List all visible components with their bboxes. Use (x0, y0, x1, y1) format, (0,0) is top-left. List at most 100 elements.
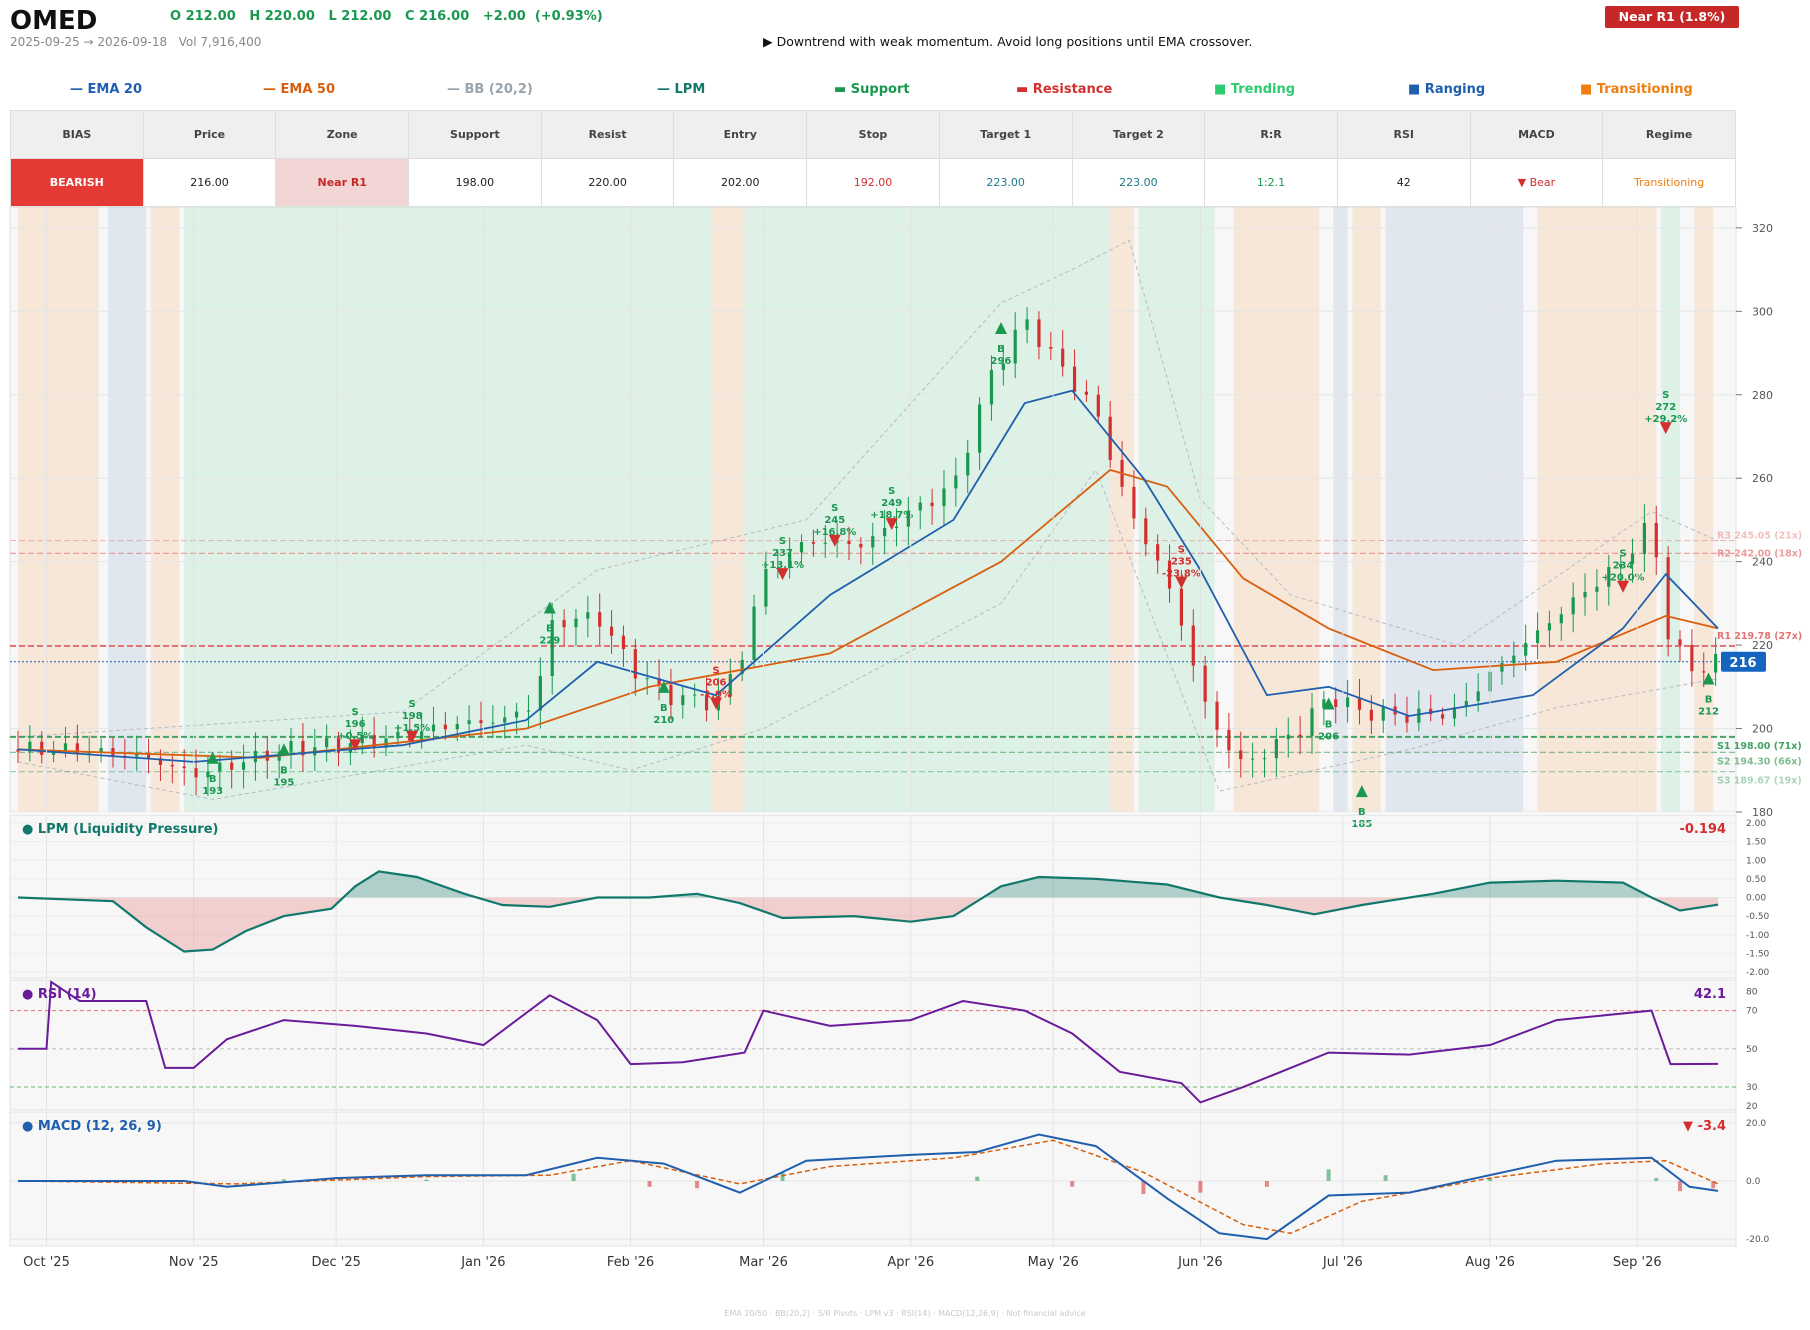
macd-y-tick: 20.0 (1746, 1119, 1766, 1129)
lpm-y-tick: -1.50 (1746, 949, 1770, 959)
buy-signal-marker (1322, 697, 1335, 710)
candle-body (63, 743, 68, 751)
candle-body (1429, 708, 1433, 715)
candle-body (1630, 553, 1635, 565)
candle-body (728, 674, 732, 697)
candle-body (1524, 642, 1528, 656)
ticker-symbol: OMED (10, 6, 98, 36)
header-entry: Entry (673, 110, 808, 159)
candle-body (170, 764, 174, 767)
candle-body (1239, 750, 1243, 760)
candle-body (657, 678, 661, 685)
ema50-line (17, 468, 1719, 759)
candle-body (633, 649, 637, 679)
signal-label: 229 (539, 636, 560, 647)
candle-body (1714, 653, 1718, 673)
x-tick-label: Jun '26 (1177, 1255, 1223, 1270)
candle-body (906, 510, 910, 527)
regime-band (108, 207, 147, 812)
y-tick-label: 260 (1752, 472, 1773, 485)
candle-body (811, 542, 815, 544)
y-tick-label: 240 (1752, 556, 1773, 569)
legend-transitioning: ■ Transitioning (1580, 82, 1693, 97)
candle-body (740, 659, 744, 675)
candle-body (218, 762, 222, 772)
zone-badge: Near R1 (1.8%) (1605, 6, 1739, 28)
header-zone: Zone (275, 110, 410, 159)
x-tick-label: Aug '26 (1465, 1255, 1515, 1270)
candle-body (1310, 708, 1314, 737)
header-regime: Regime (1602, 110, 1736, 159)
sell-signal-marker (710, 697, 723, 710)
header-support: Support (408, 110, 542, 159)
value-stop: 192.00 (806, 158, 940, 207)
candle-body (75, 743, 79, 754)
y-tick-label: 280 (1752, 389, 1773, 402)
candle-body (752, 606, 756, 660)
date-range-volume: 2025-09-25 → 2026-09-18 Vol 7,916,400 (10, 35, 262, 49)
candle-body (799, 542, 804, 553)
y-tick-label: 180 (1752, 806, 1773, 819)
signal-label: B (546, 624, 554, 635)
lpm-last-value: -0.194 (1679, 822, 1726, 837)
candle-body (883, 527, 887, 537)
legend-resistance: ▬ Resistance (1016, 82, 1113, 97)
candle-body (420, 731, 424, 741)
regime-band (1352, 207, 1381, 812)
candle-body (1642, 522, 1646, 554)
candle-body (28, 741, 32, 752)
candle-body (823, 542, 827, 544)
candle-body (360, 734, 364, 744)
candle-body (1512, 655, 1516, 664)
signal-label: B (1358, 807, 1366, 818)
value-target2: 223.00 (1071, 158, 1206, 207)
bollinger-lower (17, 468, 1719, 801)
x-tick-label: Feb '26 (607, 1255, 654, 1270)
signal-label: 206 (1318, 732, 1339, 743)
macd-histogram-bar (424, 1179, 429, 1181)
candle-body (1144, 518, 1148, 545)
rsi-y-tick: 30 (1746, 1083, 1758, 1093)
y-tick-label: 220 (1752, 639, 1773, 652)
candle-body (1559, 614, 1563, 624)
signal-table-header-row: BIAS Price Zone Support Resist Entry Sto… (10, 110, 1736, 159)
lpm-y-tick: 1.50 (1746, 838, 1766, 848)
header-macd: MACD (1469, 110, 1604, 159)
legend-bollinger: — BB (20,2) (447, 82, 533, 97)
x-tick-label: Nov '25 (169, 1255, 219, 1270)
value-rr: 1:2.1 (1204, 158, 1338, 207)
signal-label: 296 (991, 356, 1012, 367)
level-label-r3: R3 245.05 (21x) (1717, 531, 1802, 542)
candle-body (1262, 758, 1267, 760)
panel-bg-2 (9, 979, 1737, 1111)
candle-body (859, 543, 863, 548)
candle-body (1535, 630, 1540, 643)
y-tick-label: 320 (1752, 222, 1773, 235)
macd-histogram-bar (571, 1173, 576, 1181)
candle-body (1440, 714, 1445, 719)
lpm-y-tick: -2.00 (1746, 968, 1770, 978)
legend-ema50: — EMA 50 (263, 82, 336, 97)
candle-body (704, 694, 709, 711)
candle-body (574, 618, 578, 628)
candle-body (550, 620, 554, 677)
candle-body (1203, 665, 1207, 702)
signal-label: +1.5% (394, 723, 430, 734)
macd-y-tick: 0.0 (1746, 1177, 1761, 1187)
candle-body (1381, 706, 1385, 721)
candle-body (1346, 697, 1350, 708)
x-tick-label: May '26 (1028, 1255, 1079, 1270)
buy-signal-marker (1355, 785, 1368, 798)
candle-body (158, 758, 163, 765)
lpm-title: ● LPM (Liquidity Pressure) (22, 822, 218, 837)
buy-signal-marker (277, 743, 290, 756)
candle-body (669, 684, 673, 706)
lpm-y-tick: 1.00 (1746, 856, 1766, 866)
candle-body (1500, 663, 1504, 672)
rsi-line (18, 980, 1719, 1104)
last-price-badge (1721, 651, 1766, 672)
header-bias: BIAS (10, 110, 144, 159)
candle-body (325, 738, 329, 748)
ema20-line (17, 389, 1719, 763)
candle-body (52, 750, 56, 755)
